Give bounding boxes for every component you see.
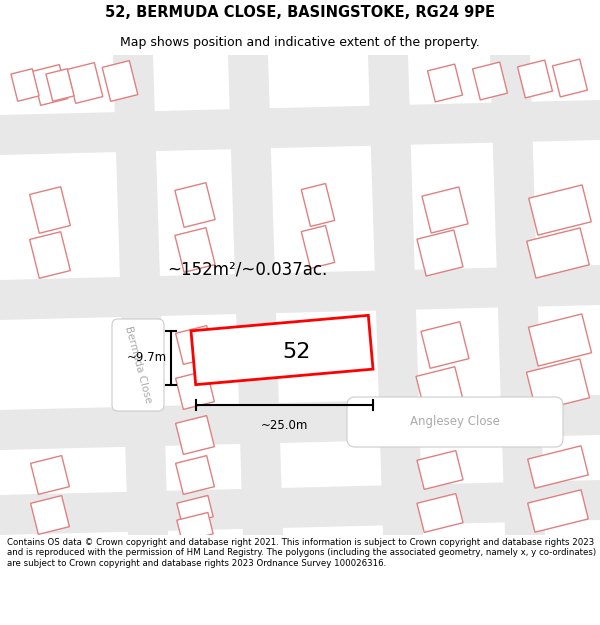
Text: Anglesey Close: Anglesey Close — [410, 416, 500, 429]
Polygon shape — [490, 55, 545, 535]
Polygon shape — [428, 64, 463, 102]
Polygon shape — [176, 416, 214, 454]
Polygon shape — [527, 228, 589, 278]
Polygon shape — [177, 496, 213, 524]
Polygon shape — [0, 265, 600, 320]
Polygon shape — [416, 367, 464, 413]
Polygon shape — [177, 512, 213, 541]
Polygon shape — [0, 395, 600, 450]
Polygon shape — [176, 456, 214, 494]
Polygon shape — [29, 232, 70, 278]
Polygon shape — [32, 64, 68, 106]
Polygon shape — [473, 62, 508, 100]
Polygon shape — [11, 69, 39, 101]
Polygon shape — [422, 187, 468, 233]
FancyBboxPatch shape — [112, 319, 164, 411]
Polygon shape — [518, 60, 553, 98]
Text: Map shows position and indicative extent of the property.: Map shows position and indicative extent… — [120, 36, 480, 49]
Polygon shape — [526, 359, 590, 411]
Text: Contains OS data © Crown copyright and database right 2021. This information is : Contains OS data © Crown copyright and d… — [7, 538, 596, 568]
Polygon shape — [191, 316, 373, 384]
Text: ~9.7m: ~9.7m — [127, 351, 167, 364]
Polygon shape — [29, 187, 70, 233]
Polygon shape — [368, 55, 423, 535]
Polygon shape — [67, 62, 103, 103]
Text: ~25.0m: ~25.0m — [260, 419, 308, 432]
Polygon shape — [301, 226, 335, 269]
Text: 52: 52 — [283, 342, 311, 362]
Text: Bermuda Close: Bermuda Close — [123, 326, 153, 404]
Polygon shape — [176, 371, 214, 409]
FancyBboxPatch shape — [347, 397, 563, 447]
Polygon shape — [102, 61, 138, 101]
Polygon shape — [301, 184, 335, 226]
Polygon shape — [553, 59, 587, 97]
Polygon shape — [175, 182, 215, 228]
Text: ~152m²/~0.037ac.: ~152m²/~0.037ac. — [167, 261, 327, 279]
Polygon shape — [0, 480, 600, 535]
Polygon shape — [31, 496, 70, 534]
Polygon shape — [228, 55, 283, 535]
Polygon shape — [0, 100, 600, 155]
Polygon shape — [527, 490, 589, 532]
Polygon shape — [113, 55, 168, 535]
Polygon shape — [175, 228, 215, 272]
Polygon shape — [176, 326, 214, 364]
Polygon shape — [421, 322, 469, 368]
Text: 52, BERMUDA CLOSE, BASINGSTOKE, RG24 9PE: 52, BERMUDA CLOSE, BASINGSTOKE, RG24 9PE — [105, 4, 495, 19]
Polygon shape — [527, 446, 589, 488]
Polygon shape — [417, 451, 463, 489]
Polygon shape — [46, 69, 74, 101]
Polygon shape — [417, 230, 463, 276]
Polygon shape — [31, 456, 70, 494]
Polygon shape — [529, 314, 592, 366]
Polygon shape — [529, 185, 591, 235]
Polygon shape — [417, 494, 463, 532]
